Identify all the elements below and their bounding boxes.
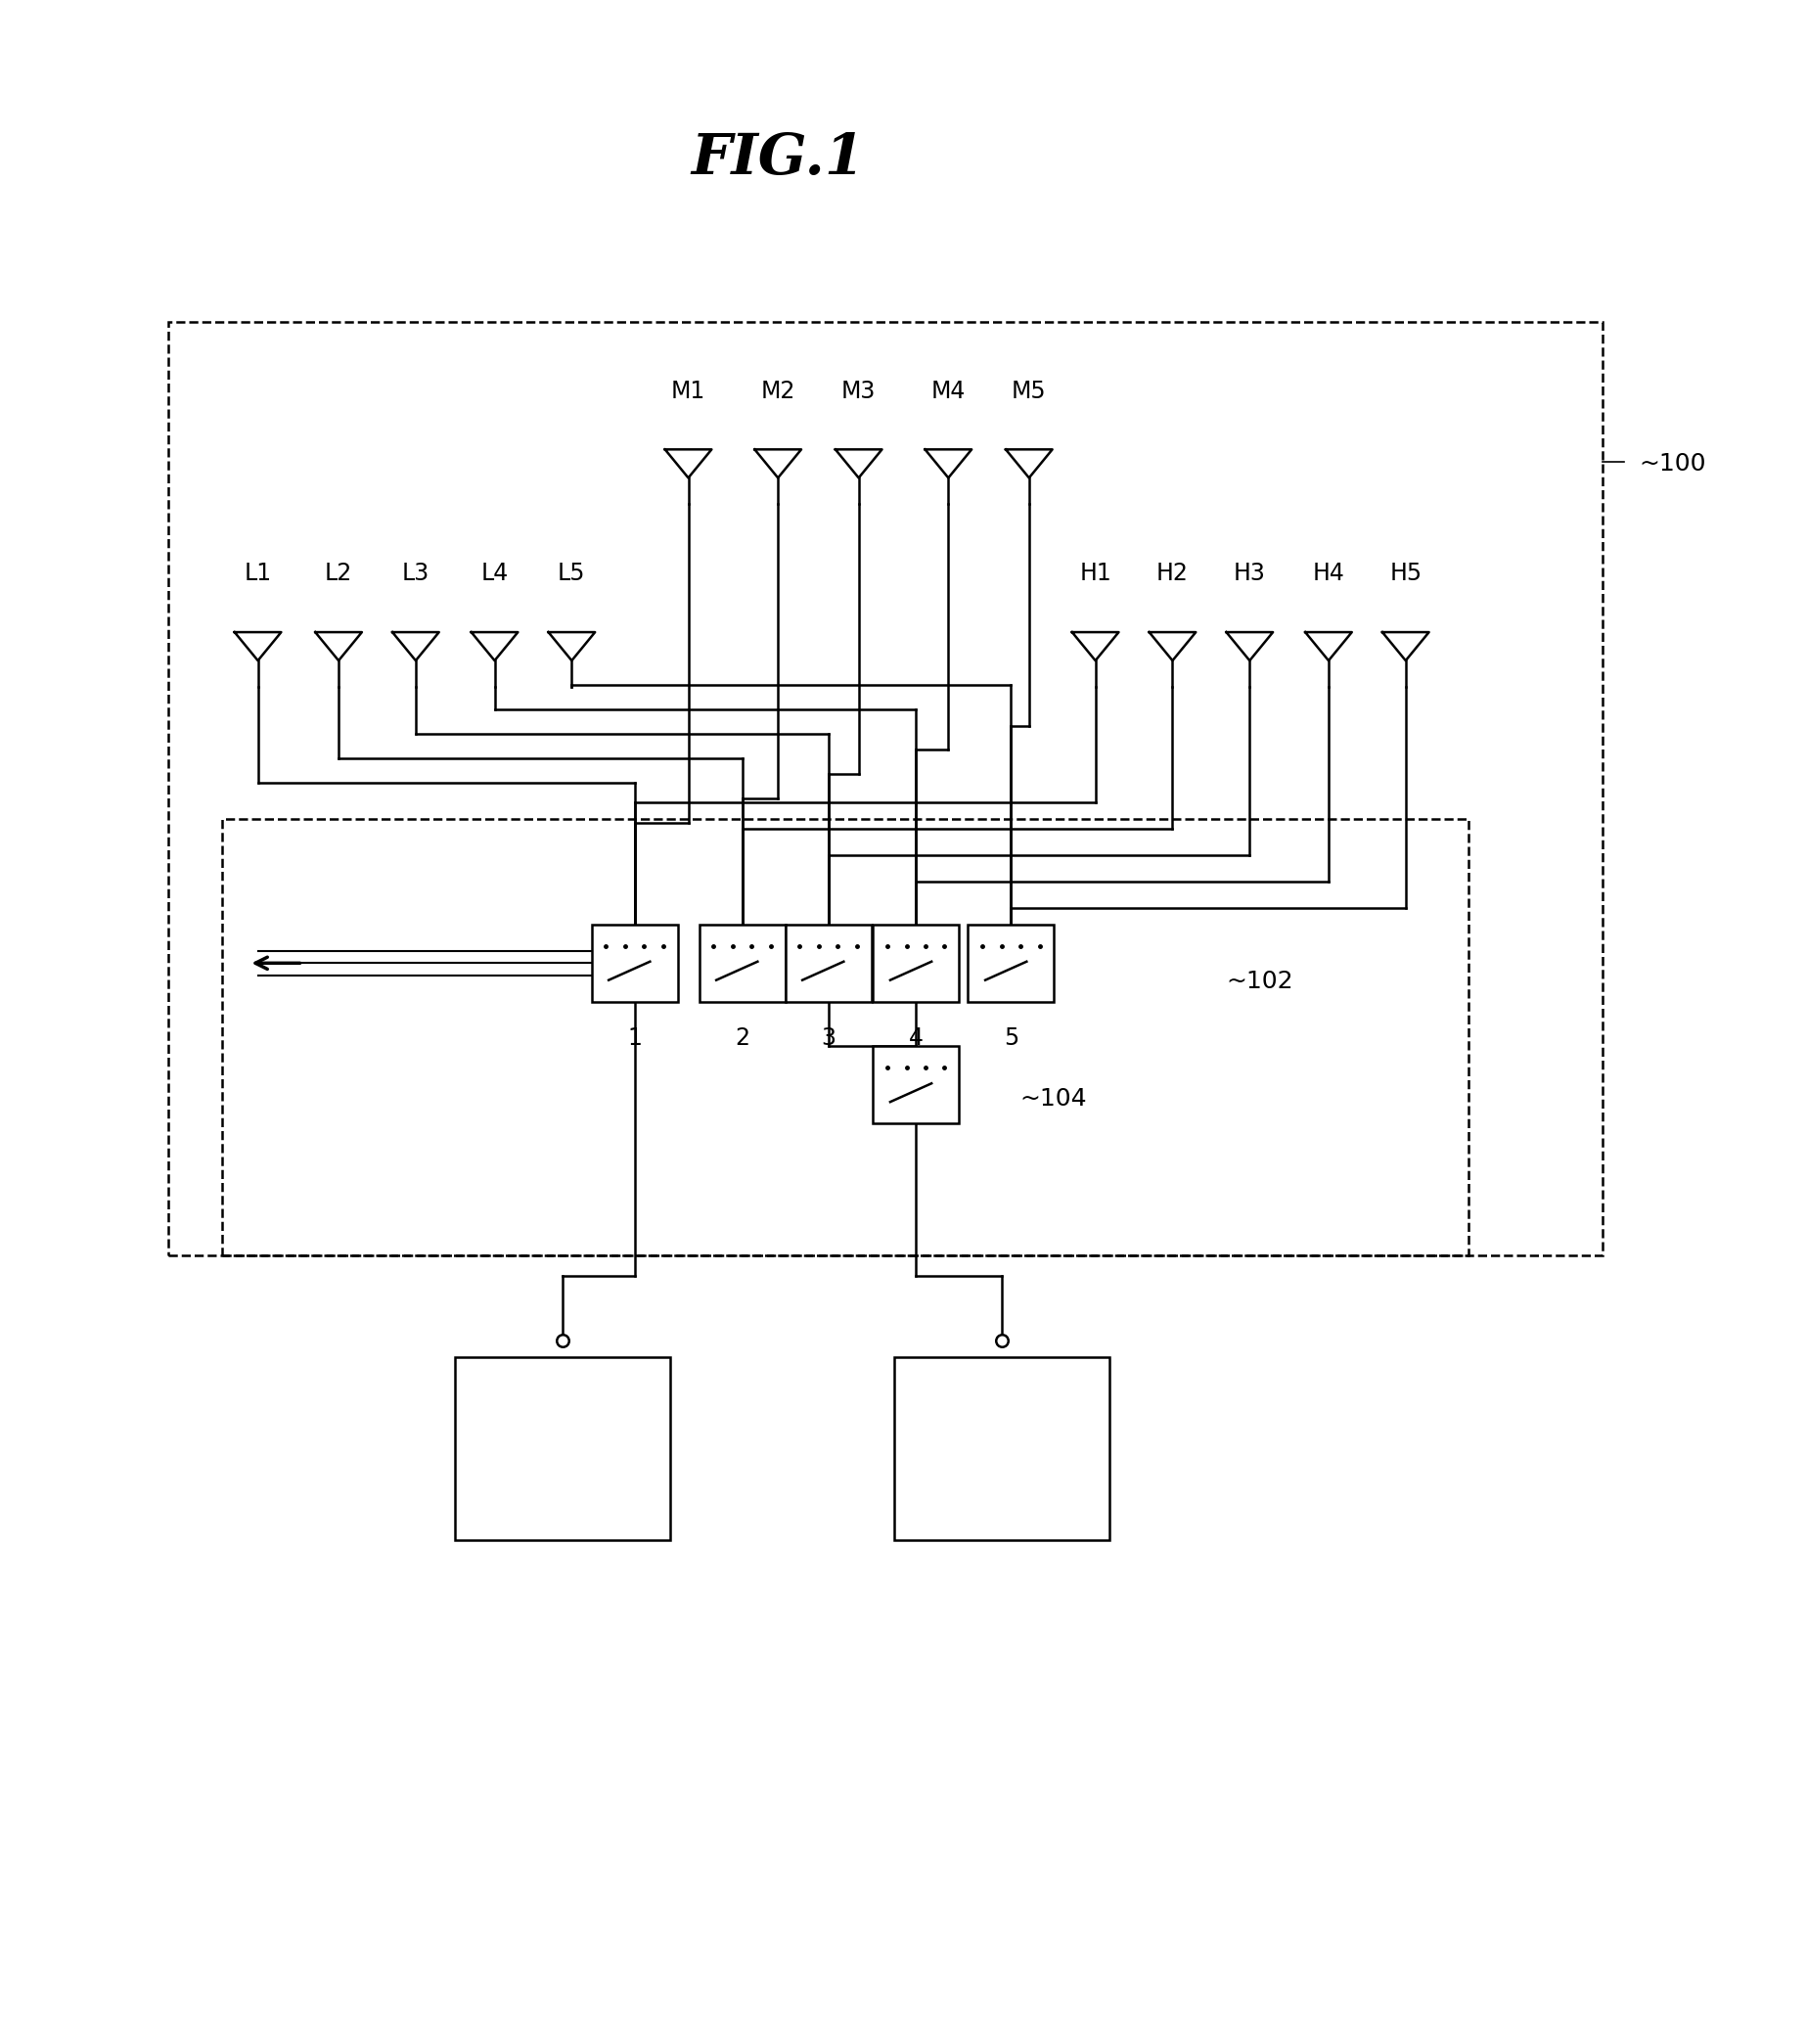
Text: L3: L3 — [401, 562, 430, 585]
Bar — [873, 1047, 960, 1124]
Text: L4: L4 — [481, 562, 508, 585]
Bar — [455, 1357, 670, 1539]
Bar — [969, 924, 1053, 1002]
Text: 4: 4 — [909, 1026, 923, 1049]
Bar — [784, 924, 871, 1002]
Text: RX1: RX1 — [978, 1478, 1026, 1500]
Bar — [591, 924, 678, 1002]
Bar — [894, 1357, 1109, 1539]
Text: P1: P1 — [987, 1406, 1017, 1429]
Text: 1: 1 — [627, 1026, 641, 1049]
Text: 2: 2 — [735, 1026, 750, 1049]
Text: L5: L5 — [558, 562, 585, 585]
Text: P1: P1 — [548, 1406, 578, 1429]
Bar — [699, 924, 784, 1002]
Text: 5: 5 — [1003, 1026, 1019, 1049]
Text: M2: M2 — [761, 380, 795, 403]
Text: 3: 3 — [820, 1026, 835, 1049]
Bar — [873, 924, 960, 1002]
Text: L2: L2 — [325, 562, 352, 585]
Text: M5: M5 — [1012, 380, 1046, 403]
Text: FIG.1: FIG.1 — [690, 131, 866, 186]
Text: L1: L1 — [244, 562, 271, 585]
Text: H3: H3 — [1234, 562, 1265, 585]
Text: M4: M4 — [931, 380, 965, 403]
Text: H2: H2 — [1156, 562, 1189, 585]
Text: ~104: ~104 — [1021, 1087, 1088, 1110]
Text: H5: H5 — [1390, 562, 1422, 585]
Text: M1: M1 — [670, 380, 705, 403]
Text: ~100: ~100 — [1639, 452, 1706, 476]
Text: H1: H1 — [1079, 562, 1111, 585]
Text: M3: M3 — [842, 380, 876, 403]
Text: RX1: RX1 — [538, 1478, 587, 1500]
Text: H4: H4 — [1312, 562, 1344, 585]
Text: ~102: ~102 — [1227, 969, 1294, 993]
